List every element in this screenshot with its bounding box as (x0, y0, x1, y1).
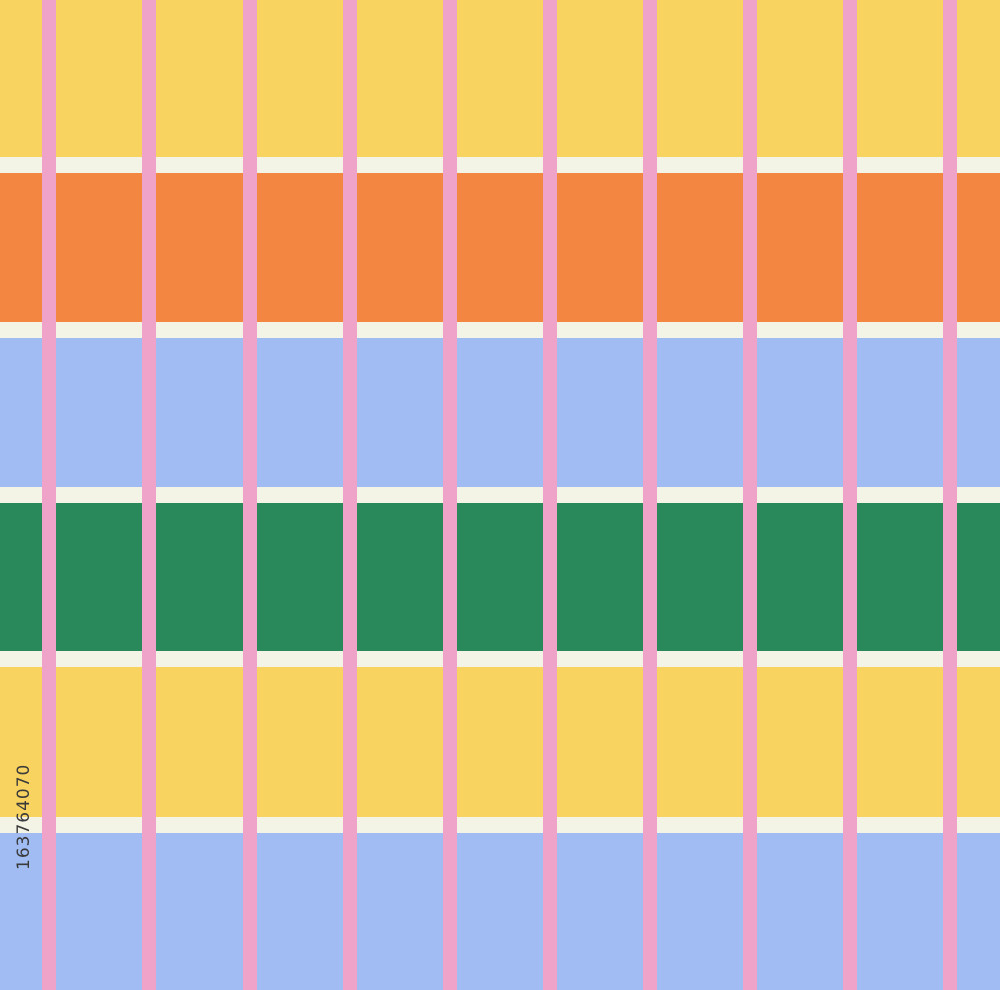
pink-vertical-line (243, 0, 257, 990)
orange-band (0, 173, 1000, 322)
pink-vertical-line (743, 0, 757, 990)
blue-band-upper (0, 338, 1000, 487)
pink-vertical-line (943, 0, 957, 990)
pink-vertical-line (443, 0, 457, 990)
pink-vertical-line (142, 0, 156, 990)
yellow-band-top (0, 0, 1000, 157)
pink-vertical-line (42, 0, 56, 990)
pink-vertical-line (643, 0, 657, 990)
pink-vertical-line (843, 0, 857, 990)
pink-vertical-line (543, 0, 557, 990)
watermark-id-text: 163764070 (14, 763, 34, 870)
blue-band-bottom (0, 833, 1000, 990)
green-band (0, 503, 1000, 651)
yellow-band-lower (0, 667, 1000, 817)
pink-vertical-line (343, 0, 357, 990)
